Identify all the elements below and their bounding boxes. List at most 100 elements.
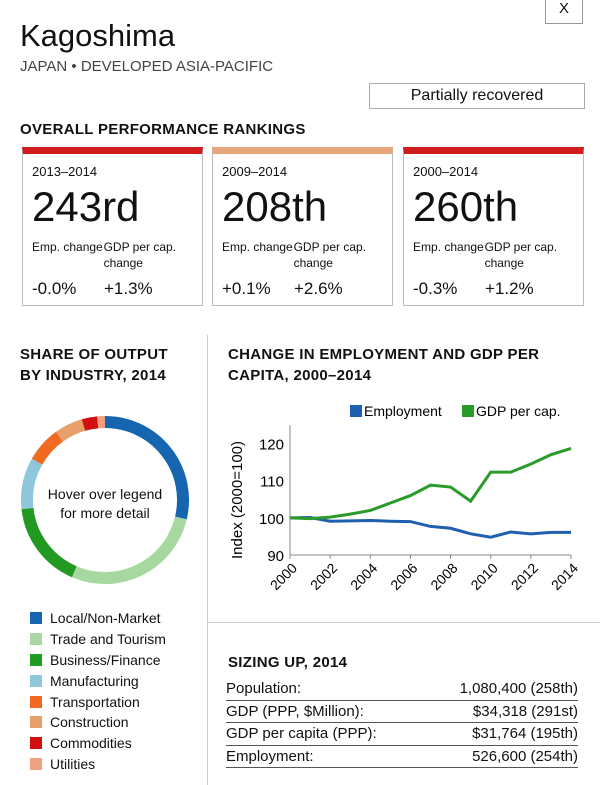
sizing-value: 526,600 (254th): [472, 747, 578, 765]
sizing-row: GDP per capita (PPP): $31,764 (195th): [226, 723, 578, 746]
y-tick-label: 100: [259, 511, 284, 528]
share-heading-line: BY INDUSTRY, 2014: [20, 367, 166, 384]
legend-label: Construction: [50, 714, 129, 731]
emp-label: Emp. change: [413, 240, 484, 254]
legend-swatch: [350, 405, 362, 417]
legend-item[interactable]: Manufacturing: [30, 670, 166, 691]
sizing-row: GDP (PPP, $Million): $34,318 (291st): [226, 701, 578, 723]
x-tick-label: 2008: [427, 560, 460, 593]
share-heading-line: SHARE OF OUTPUT: [20, 346, 168, 363]
period: 2013–2014: [32, 164, 98, 179]
period: 2000–2014: [413, 164, 479, 179]
x-tick-label: 2002: [307, 560, 340, 593]
x-tick-label: 2012: [508, 560, 541, 593]
y-axis-label: Index (2000=100): [229, 441, 246, 559]
emp-value: -0.3%: [413, 279, 458, 298]
gdp-value: +1.2%: [485, 279, 534, 298]
legend-swatch: [30, 653, 42, 666]
chart-heading-line: CAPITA, 2000–2014: [228, 367, 372, 384]
sizing-label: Population:: [226, 680, 302, 697]
gdp-label: GDP per cap. change: [103, 240, 177, 270]
legend-swatch: [462, 405, 474, 417]
x-tick-label: 2006: [387, 560, 420, 593]
industry-legend: Local/Non-Market Trade and Tourism Busines…: [30, 608, 166, 774]
divider: [207, 335, 208, 785]
chart-legend-label[interactable]: GDP per cap.: [476, 403, 561, 419]
legend-swatch: [30, 737, 42, 750]
donut-segment[interactable]: [71, 516, 187, 584]
series-line-gdp: [289, 446, 572, 521]
legend-item[interactable]: Utilities: [30, 754, 166, 775]
y-tick-label: 90: [267, 548, 284, 565]
chart-heading-line: CHANGE IN EMPLOYMENT AND GDP PER: [228, 346, 540, 363]
ranking-card: 2013–2014 243rd Emp. change GDP per cap. …: [22, 147, 203, 306]
legend-label: Manufacturing: [50, 672, 139, 689]
series-line-employment: [289, 515, 571, 539]
legend-label: Commodities: [50, 735, 132, 752]
donut-center-text: Hover over legend for more detail: [25, 485, 185, 523]
legend-label: Utilities: [50, 755, 96, 772]
legend-item[interactable]: Transportation: [30, 691, 166, 712]
legend-item[interactable]: Business/Finance: [30, 650, 166, 671]
center-line: for more detail: [60, 505, 150, 521]
sizing-row: Employment: 526,600 (254th): [226, 746, 578, 768]
rankings-heading: OVERALL PERFORMANCE RANKINGS: [20, 121, 306, 138]
gdp-value: +1.3%: [104, 279, 153, 298]
legend-label: Business/Finance: [50, 651, 161, 668]
emp-label: Emp. change: [222, 240, 293, 254]
sizing-table: Population: 1,080,400 (258th) GDP (PPP, $M…: [226, 678, 578, 768]
sizing-row: Population: 1,080,400 (258th): [226, 678, 578, 701]
donut-segment[interactable]: [104, 416, 189, 520]
y-tick-label: 120: [259, 437, 284, 454]
sizing-value: $34,318 (291st): [472, 702, 578, 720]
divider: [208, 622, 600, 623]
sizing-value: $31,764 (195th): [472, 725, 578, 742]
industry-donut-chart: [21, 416, 189, 584]
gdp-label: GDP per cap. change: [293, 240, 367, 270]
ranking-card: 2000–2014 260th Emp. change GDP per cap. …: [403, 147, 584, 306]
legend-swatch: [30, 674, 42, 687]
x-tick-label: 2010: [467, 560, 500, 593]
share-heading: SHARE OF OUTPUT BY INDUSTRY, 2014: [20, 344, 168, 386]
donut-segment[interactable]: [21, 507, 77, 578]
close-button[interactable]: X: [545, 0, 583, 24]
gdp-value: +2.6%: [294, 279, 343, 298]
emp-value: +0.1%: [222, 279, 271, 298]
rank: 243rd: [32, 183, 140, 230]
x-tick-label: 2014: [548, 560, 581, 593]
chart-heading: CHANGE IN EMPLOYMENT AND GDP PER CAPITA, …: [228, 344, 539, 386]
sizing-heading: SIZING UP, 2014: [228, 654, 348, 671]
legend-item[interactable]: Local/Non-Market: [30, 608, 166, 629]
legend-swatch: [30, 612, 42, 625]
legend-swatch: [30, 716, 42, 729]
legend-label: Local/Non-Market: [50, 610, 161, 627]
donut-segment[interactable]: [31, 431, 64, 465]
sizing-label: GDP (PPP, $Million):: [226, 702, 364, 720]
legend-swatch: [30, 757, 42, 770]
legend-item[interactable]: Trade and Tourism: [30, 629, 166, 650]
chart-legend-label[interactable]: Employment: [364, 403, 442, 419]
legend-swatch: [30, 633, 42, 646]
page-title: Kagoshima: [20, 18, 176, 53]
donut-segment[interactable]: [81, 416, 99, 431]
emp-label: Emp. change: [32, 240, 103, 254]
ranking-card: 2009–2014 208th Emp. change GDP per cap. …: [212, 147, 393, 306]
legend-swatch: [30, 695, 42, 708]
period: 2009–2014: [222, 164, 288, 179]
status-badge: Partially recovered: [369, 83, 585, 109]
legend-label: Transportation: [50, 693, 140, 710]
x-tick-label: 2004: [347, 560, 380, 593]
legend-item[interactable]: Construction: [30, 712, 166, 733]
legend-label: Trade and Tourism: [50, 631, 166, 648]
sizing-label: GDP per capita (PPP):: [226, 725, 377, 742]
donut-segment[interactable]: [56, 419, 86, 442]
legend-item[interactable]: Commodities: [30, 733, 166, 754]
subtitle: JAPAN • DEVELOPED ASIA-PACIFIC: [20, 58, 274, 75]
rank: 208th: [222, 183, 328, 230]
center-line: Hover over legend: [47, 486, 163, 502]
sizing-value: 1,080,400 (258th): [459, 680, 578, 697]
donut-segment[interactable]: [21, 458, 43, 510]
rank: 260th: [413, 183, 519, 230]
y-tick-label: 110: [260, 474, 284, 491]
